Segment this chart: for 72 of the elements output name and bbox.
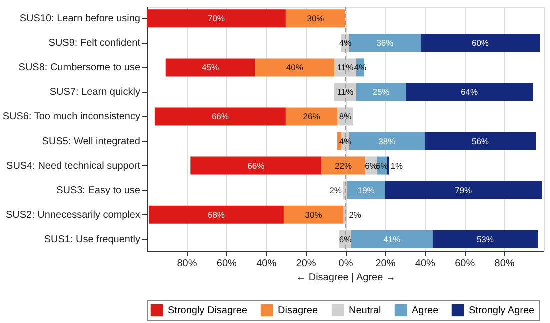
bar xyxy=(166,58,256,77)
data-label: 66% xyxy=(248,160,266,171)
legend-label: Disagree xyxy=(278,305,318,316)
data-label: 68% xyxy=(208,210,226,220)
data-label: 11% xyxy=(337,62,354,73)
bar xyxy=(284,206,344,224)
x-tick-label: 20% xyxy=(296,258,316,270)
bar xyxy=(255,58,335,77)
data-label: 8% xyxy=(339,112,352,122)
data-label: 2% xyxy=(349,210,362,220)
data-label: 1% xyxy=(390,160,404,171)
data-label: 25% xyxy=(372,87,390,98)
data-label: 6% xyxy=(339,234,352,244)
data-label: 38% xyxy=(378,136,396,146)
data-label: 41% xyxy=(384,234,402,244)
data-label: 60% xyxy=(472,38,490,48)
bar xyxy=(286,10,346,28)
x-tick-label: 0% xyxy=(338,258,354,270)
y-tick-label: SUS7: Learn quickly xyxy=(50,87,140,98)
data-label: 4% xyxy=(339,38,352,48)
y-tick-label: SUS10: Learn before using xyxy=(20,14,140,25)
data-label: 45% xyxy=(202,62,220,73)
data-label: 56% xyxy=(472,136,490,146)
y-tick-label: SUS9: Felt confident xyxy=(48,38,141,50)
bar xyxy=(347,181,386,200)
y-tick-label: SUS5: Well integrated xyxy=(42,136,140,148)
legend-label: Strongly Disagree xyxy=(168,305,248,316)
x-tick-label: 40% xyxy=(415,258,436,270)
y-tick-label: SUS3: Easy to use xyxy=(56,185,141,196)
data-label: 11% xyxy=(337,87,354,98)
data-label: 64% xyxy=(461,87,479,98)
bar xyxy=(190,156,322,175)
legend-label: Agree xyxy=(412,305,440,316)
y-tick-label: SUS2: Unnecessarily complex xyxy=(6,210,140,221)
data-label: 79% xyxy=(455,185,473,196)
bar xyxy=(424,132,536,150)
bar xyxy=(322,156,366,175)
data-label: 30% xyxy=(305,210,323,220)
y-tick-label: SUS4: Need technical support xyxy=(6,160,141,172)
x-tick-label: 60% xyxy=(455,258,476,270)
y-tick-label: SUS6: Too much inconsistency xyxy=(2,112,140,123)
data-label: 22% xyxy=(335,160,352,171)
x-tick-label: 80% xyxy=(177,258,198,270)
data-label: 26% xyxy=(303,112,321,122)
x-axis-title: ← Disagree | Agree → xyxy=(296,272,396,284)
data-label: 53% xyxy=(476,234,494,244)
x-tick-label: 80% xyxy=(494,258,515,270)
bar xyxy=(420,34,540,52)
y-tick-label: SUS8: Cumbersome to use xyxy=(18,62,141,74)
bar xyxy=(286,108,338,126)
bar xyxy=(147,10,286,28)
data-label: 36% xyxy=(376,38,394,48)
bar xyxy=(154,108,286,126)
data-label: 30% xyxy=(307,14,325,24)
bar xyxy=(406,83,534,102)
bar xyxy=(385,181,542,200)
data-label: 2% xyxy=(330,185,342,196)
x-tick-label: 20% xyxy=(376,258,396,270)
bar xyxy=(148,206,284,224)
data-label: 6% xyxy=(365,160,378,171)
bar xyxy=(356,83,406,102)
data-label: 70% xyxy=(208,14,226,24)
bar xyxy=(432,230,538,248)
data-label: 66% xyxy=(212,112,230,122)
legend-label: Neutral xyxy=(349,305,382,316)
data-label: 40% xyxy=(286,62,304,73)
y-tick-label: SUS1: Use frequently xyxy=(44,234,140,246)
data-label: 19% xyxy=(358,185,376,196)
bar xyxy=(351,230,433,248)
x-tick-label: 40% xyxy=(256,258,277,270)
legend-label: Strongly Agree xyxy=(469,305,536,316)
x-tick-label: 60% xyxy=(216,258,238,270)
